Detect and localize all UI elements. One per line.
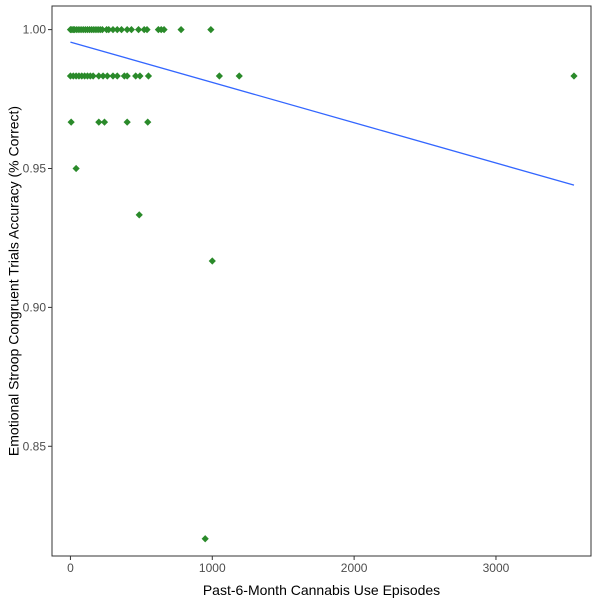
data-point	[134, 26, 143, 34]
data-point	[160, 26, 168, 34]
data-point	[98, 26, 106, 34]
data-point	[109, 72, 117, 80]
data-point	[72, 164, 80, 173]
data-point	[144, 72, 153, 80]
data-point	[132, 72, 140, 80]
data-point	[177, 26, 185, 34]
y-tick-label: 0.90	[23, 300, 47, 314]
x-axis-title: Past-6-Month Cannabis Use Episodes	[203, 582, 440, 598]
data-point	[95, 118, 103, 126]
data-point	[207, 26, 215, 34]
data-point	[143, 26, 151, 34]
data-point	[201, 535, 209, 543]
data-point	[113, 26, 121, 34]
data-point	[103, 72, 111, 80]
data-point	[127, 26, 136, 34]
data-point	[135, 211, 143, 219]
trend-line	[70, 41, 575, 186]
data-point	[136, 72, 144, 80]
data-point	[109, 26, 117, 34]
x-tick-label: 0	[67, 561, 74, 575]
y-tick-label: 0.85	[23, 439, 47, 453]
data-point	[215, 72, 223, 80]
data-point	[67, 118, 75, 126]
y-axis-title: Emotional Stroop Congruent Trials Accura…	[6, 106, 22, 456]
data-point	[95, 72, 103, 80]
x-tick-label: 1000	[199, 561, 226, 575]
x-axis-ticks: 0 1000 2000 3000	[67, 556, 510, 575]
data-point	[123, 118, 131, 126]
data-point	[570, 72, 578, 80]
data-point	[89, 72, 97, 80]
data-point	[117, 26, 126, 34]
trend-line-layer	[70, 41, 575, 186]
data-point	[113, 72, 121, 80]
plot-panel-border	[51, 5, 592, 557]
data-point	[123, 72, 131, 80]
data-points	[66, 26, 578, 543]
data-point	[99, 72, 107, 80]
y-tick-label: 0.95	[23, 162, 47, 176]
data-point	[105, 26, 113, 34]
data-point	[100, 118, 109, 126]
data-point	[208, 257, 216, 265]
y-axis-ticks: 0.85 0.90 0.95 1.00	[23, 23, 52, 453]
data-point	[123, 26, 131, 34]
data-point	[144, 118, 152, 126]
x-tick-label: 3000	[483, 561, 510, 575]
data-point	[235, 72, 243, 80]
y-tick-label: 1.00	[23, 23, 47, 37]
x-tick-label: 2000	[341, 561, 368, 575]
